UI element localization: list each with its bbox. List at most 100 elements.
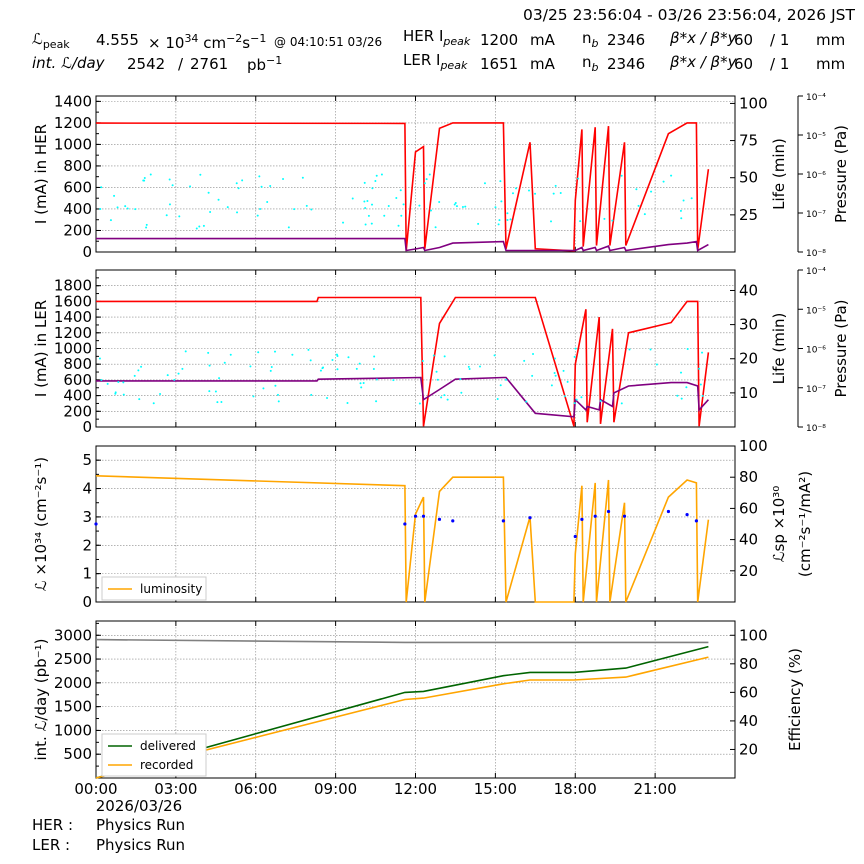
pressure-point — [137, 369, 140, 372]
pressure-point — [599, 400, 602, 403]
pressure-point — [113, 194, 116, 197]
y-tick-label: 5 — [82, 451, 92, 469]
legend-box — [101, 576, 207, 601]
pressure-point — [440, 396, 443, 399]
pressure-point — [500, 200, 503, 203]
pressure-axis-label: Pressure (Pa) — [832, 299, 850, 397]
ler-peak-text: LER I — [403, 51, 441, 69]
pressure-point — [367, 214, 370, 217]
lpeak-unit-exp2: −2 — [226, 32, 243, 45]
pressure-point — [142, 179, 145, 182]
pressure-point — [418, 402, 421, 405]
pressure-tick-label: 10⁻⁴ — [806, 93, 826, 103]
x-axis-date: 2026/03/26 — [96, 797, 182, 815]
pressure-tick-label: 10⁻⁷ — [806, 385, 826, 395]
luminosity-series-line — [95, 475, 710, 603]
y-tick-label: 1600 — [54, 292, 92, 310]
specific-luminosity-point — [685, 513, 689, 517]
pressure-point — [493, 354, 496, 357]
y-tick-label: 1000 — [54, 340, 92, 358]
pressure-point — [276, 393, 279, 396]
lpeak-time: @ 04:10:51 03/26 — [274, 35, 383, 49]
pressure-point — [178, 215, 181, 218]
intl-unit: pb−1 — [247, 55, 282, 73]
pressure-tick-label: 10⁻⁵ — [806, 306, 826, 316]
pressure-point — [235, 182, 238, 185]
pressure-point — [133, 374, 136, 377]
nb-ler-sub: b — [591, 61, 599, 74]
lpeak-label: ℒpeak — [32, 32, 70, 51]
pressure-point — [168, 178, 171, 181]
pressure-point — [165, 214, 168, 217]
pressure-point — [468, 368, 471, 371]
pressure-point — [321, 367, 324, 370]
y2-tick-label: 20 — [739, 740, 758, 758]
pressure-point — [159, 392, 162, 395]
pressure-point — [580, 396, 583, 399]
y2-tick-label: 100 — [739, 94, 768, 112]
pressure-point — [573, 402, 576, 405]
pressure-point — [679, 209, 682, 212]
pressure-point — [562, 369, 565, 372]
y2-tick-label: 40 — [739, 281, 758, 299]
pressure-point — [374, 179, 377, 182]
pressure-point — [637, 204, 640, 207]
pressure-point — [360, 386, 363, 389]
specific-luminosity-point — [451, 519, 455, 523]
beta-ler-x: 60 — [734, 55, 754, 73]
y2-axis-label-units: (cm⁻²s⁻¹/mA²) — [796, 471, 814, 577]
nb-ler-label: nb — [582, 55, 599, 74]
nb-her-text: n — [582, 29, 592, 47]
pressure-point — [307, 348, 310, 351]
pressure-point — [432, 354, 435, 357]
y2-tick-label: 80 — [739, 655, 758, 673]
pressure-point — [359, 382, 362, 385]
legend-box — [101, 733, 207, 777]
pressure-point — [214, 390, 217, 393]
y2-tick-label: 75 — [739, 132, 758, 150]
pressure-point — [109, 219, 112, 222]
x-tick-label: 12:00 — [394, 780, 437, 798]
pressure-point — [676, 394, 679, 397]
pressure-point — [309, 359, 312, 362]
life-series-line — [96, 376, 709, 418]
specific-luminosity-point — [403, 522, 407, 526]
y-tick-label: 500 — [63, 745, 92, 763]
pressure-point — [699, 383, 702, 386]
pressure-point — [395, 196, 398, 199]
y-tick-label: 3000 — [54, 626, 92, 644]
pressure-point — [277, 400, 280, 403]
pressure-point — [643, 213, 646, 216]
legend-label: luminosity — [140, 582, 202, 596]
pressure-point — [650, 190, 653, 193]
pressure-point — [670, 174, 673, 177]
pressure-point — [274, 384, 277, 387]
her-peak-text: HER I — [403, 27, 444, 45]
x-tick-label: 15:00 — [474, 780, 517, 798]
specific-luminosity-point — [528, 516, 532, 520]
pressure-point — [116, 206, 119, 209]
y-axis-label: int. ℒ/day (pb⁻¹) — [32, 639, 50, 761]
pressure-point — [207, 191, 210, 194]
pressure-point — [655, 363, 658, 366]
beta-her-label: β*x / β*y — [670, 29, 737, 47]
pressure-point — [499, 180, 502, 183]
ler-peak-sub: peak — [440, 59, 468, 72]
pressure-point — [400, 214, 403, 217]
pressure-point — [166, 374, 169, 377]
pressure-point — [262, 387, 265, 390]
pressure-point — [177, 372, 180, 375]
pressure-point — [553, 371, 556, 374]
pressure-point — [527, 189, 530, 192]
y2-tick-label: 10 — [739, 384, 758, 402]
y2-tick-label: 40 — [739, 531, 758, 549]
pressure-point — [173, 378, 176, 381]
y2-tick-label: 100 — [739, 437, 768, 455]
pressure-point — [423, 182, 426, 185]
y-tick-label: 1500 — [54, 698, 92, 716]
pressure-point — [461, 206, 464, 209]
lpeak-unit: × 1034 cm−2s−1 — [148, 33, 266, 51]
pressure-point — [124, 205, 127, 208]
pressure-point — [628, 348, 631, 351]
pressure-point — [220, 400, 223, 403]
